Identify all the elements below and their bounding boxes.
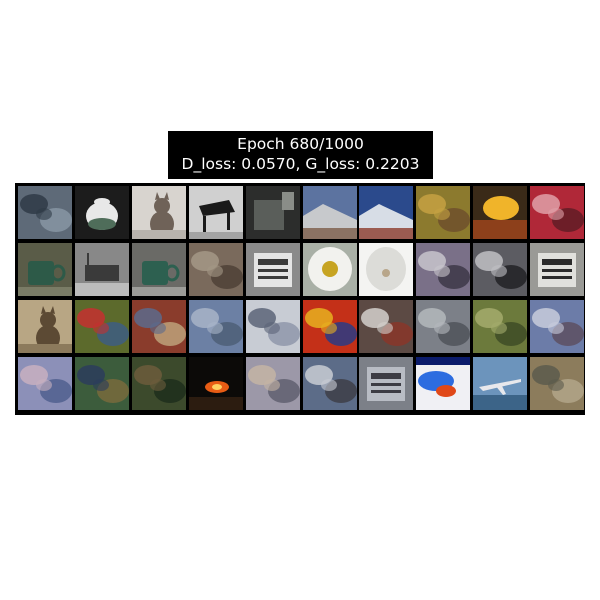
sample-r2-c6 bbox=[302, 243, 357, 296]
sample-r4-c9 bbox=[473, 357, 528, 410]
sample-r3-c6 bbox=[302, 300, 357, 353]
sample-r2-c3 bbox=[131, 243, 186, 296]
generated-image bbox=[74, 243, 129, 296]
generated-image bbox=[359, 357, 414, 410]
generated-image bbox=[74, 186, 129, 239]
generated-image bbox=[359, 186, 414, 239]
generated-image bbox=[416, 357, 471, 410]
sample-r2-c7 bbox=[359, 243, 414, 296]
sample-r2-c5 bbox=[245, 243, 300, 296]
sample-r1-c10 bbox=[530, 186, 585, 239]
generated-image bbox=[18, 300, 72, 353]
sample-r4-c10 bbox=[530, 357, 585, 410]
sample-r3-c2 bbox=[74, 300, 129, 353]
generated-image bbox=[530, 357, 585, 410]
sample-r3-c1 bbox=[18, 300, 72, 353]
generated-image bbox=[302, 243, 357, 296]
generated-samples-grid bbox=[15, 183, 585, 415]
generated-image bbox=[18, 243, 72, 296]
loss-label: D_loss: 0.0570, G_loss: 0.2203 bbox=[181, 155, 420, 173]
sample-r4-c1 bbox=[18, 357, 72, 410]
sample-r2-c2 bbox=[74, 243, 129, 296]
sample-r1-c7 bbox=[359, 186, 414, 239]
generated-image bbox=[473, 300, 528, 353]
generated-image bbox=[131, 243, 186, 296]
generated-image bbox=[473, 357, 528, 410]
generated-image bbox=[302, 357, 357, 410]
generated-image bbox=[18, 357, 72, 410]
generated-image bbox=[245, 186, 300, 239]
generated-image bbox=[74, 357, 129, 410]
sample-r1-c5 bbox=[245, 186, 300, 239]
generated-image bbox=[416, 300, 471, 353]
generated-image bbox=[18, 186, 72, 239]
generated-image bbox=[245, 357, 300, 410]
generated-image bbox=[74, 300, 129, 353]
sample-r4-c3 bbox=[131, 357, 186, 410]
sample-r1-c1 bbox=[18, 186, 72, 239]
epoch-label: Epoch 680/1000 bbox=[237, 135, 364, 153]
sample-r1-c8 bbox=[416, 186, 471, 239]
sample-r3-c4 bbox=[188, 300, 243, 353]
generated-image bbox=[188, 357, 243, 410]
sample-r4-c7 bbox=[359, 357, 414, 410]
generated-image bbox=[131, 186, 186, 239]
sample-r3-c7 bbox=[359, 300, 414, 353]
generated-image bbox=[131, 300, 186, 353]
generated-image bbox=[416, 186, 471, 239]
sample-r3-c8 bbox=[416, 300, 471, 353]
sample-r4-c5 bbox=[245, 357, 300, 410]
generated-image bbox=[131, 357, 186, 410]
sample-r2-c4 bbox=[188, 243, 243, 296]
sample-r4-c6 bbox=[302, 357, 357, 410]
generated-image bbox=[473, 243, 528, 296]
generated-image bbox=[302, 300, 357, 353]
sample-r2-c9 bbox=[473, 243, 528, 296]
sample-r1-c6 bbox=[302, 186, 357, 239]
generated-image bbox=[473, 186, 528, 239]
generated-image bbox=[188, 300, 243, 353]
sample-r4-c4 bbox=[188, 357, 243, 410]
sample-r1-c4 bbox=[188, 186, 243, 239]
sample-r1-c2 bbox=[74, 186, 129, 239]
sample-r1-c3 bbox=[131, 186, 186, 239]
sample-r3-c10 bbox=[530, 300, 585, 353]
sample-r4-c8 bbox=[416, 357, 471, 410]
sample-r3-c3 bbox=[131, 300, 186, 353]
generated-image bbox=[188, 243, 243, 296]
generated-image bbox=[302, 186, 357, 239]
generated-image bbox=[359, 300, 414, 353]
generated-image bbox=[530, 186, 585, 239]
sample-r3-c5 bbox=[245, 300, 300, 353]
generated-image bbox=[530, 243, 585, 296]
sample-r2-c8 bbox=[416, 243, 471, 296]
generated-image bbox=[245, 300, 300, 353]
sample-r3-c9 bbox=[473, 300, 528, 353]
generated-image bbox=[530, 300, 585, 353]
sample-r4-c2 bbox=[74, 357, 129, 410]
sample-r2-c1 bbox=[18, 243, 72, 296]
generated-image bbox=[416, 243, 471, 296]
sample-r1-c9 bbox=[473, 186, 528, 239]
generated-image bbox=[359, 243, 414, 296]
figure-title: Epoch 680/1000 D_loss: 0.0570, G_loss: 0… bbox=[168, 131, 433, 179]
generated-image bbox=[245, 243, 300, 296]
generated-image bbox=[188, 186, 243, 239]
sample-r2-c10 bbox=[530, 243, 585, 296]
